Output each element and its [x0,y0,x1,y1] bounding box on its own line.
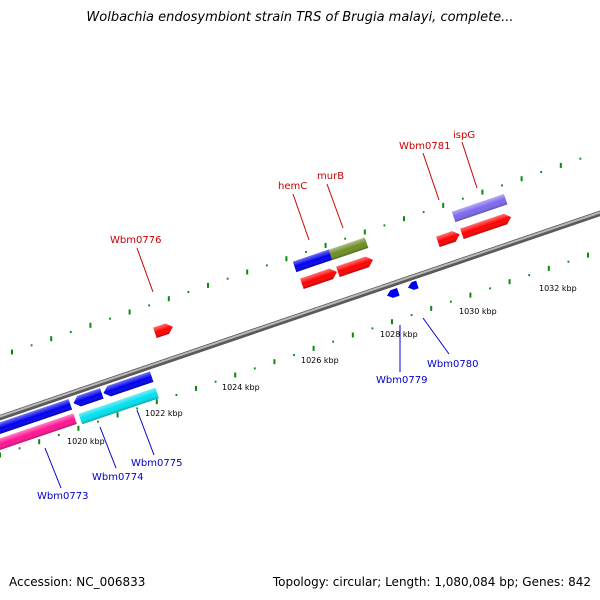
gene-Wbm0781[interactable] [436,229,461,248]
scale-label-1030: 1030 kbp [459,307,497,316]
gene-ispG[interactable] [451,193,508,223]
gene-Wbm0775-blue[interactable] [102,371,154,398]
gene-Wbm0773[interactable] [0,413,77,451]
gene-Wbm0776[interactable] [153,322,175,339]
label-Wbm0775: Wbm0775 [131,458,182,469]
label-murB: murB [317,171,344,182]
scale-label-1020: 1020 kbp [67,437,105,446]
label-hemC: hemC [278,181,307,192]
gene-Wbm0774[interactable] [72,388,104,408]
scale-label-1028: 1028 kbp [380,330,418,339]
gene-Wbm0780[interactable] [407,280,419,292]
tick-track [0,157,589,458]
scale-label-1032: 1032 kbp [539,284,577,293]
genome-backbone-highlight [0,211,600,418]
scale-label-1024: 1024 kbp [222,383,260,392]
gene-hemC-arrow[interactable] [300,267,339,290]
label-Wbm0773: Wbm0773 [37,491,88,502]
label-Wbm0774: Wbm0774 [92,472,143,483]
label-Wbm0781: Wbm0781 [399,141,450,152]
scale-label-1022: 1022 kbp [145,409,183,418]
gene-features [0,193,513,451]
label-ispG: ispG [453,130,475,141]
label-Wbm0776: Wbm0776 [110,235,161,246]
map-title: Wolbachia endosymbiont strain TRS of Bru… [86,10,514,25]
label-Wbm0779: Wbm0779 [376,375,427,386]
gene-Wbm0779[interactable] [386,288,400,299]
gene-murB-arrow[interactable] [336,255,375,278]
gene-murB[interactable] [328,237,369,261]
gene-hemC[interactable] [292,249,333,273]
genome-stats: Topology: circular; Length: 1,080,084 bp… [272,575,591,589]
gene-Wbm0775[interactable] [78,387,159,425]
label-Wbm0780: Wbm0780 [427,359,478,370]
leader-lines [44,141,478,489]
gene-ispG-arrow[interactable] [460,212,513,240]
scale-label-1026: 1026 kbp [301,356,339,365]
gene-Wbm0773-blue[interactable] [0,399,73,435]
accession-label: Accession: NC_006833 [9,575,146,589]
